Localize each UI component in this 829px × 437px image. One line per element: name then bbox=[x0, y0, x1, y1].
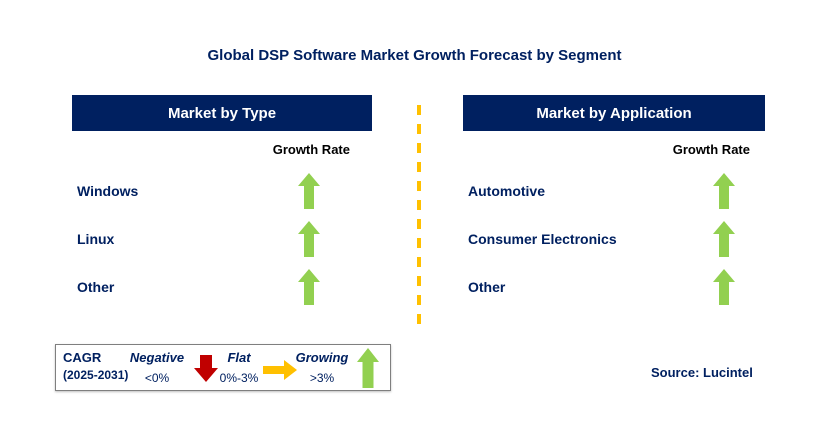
panel-header-market-by-type: Market by Type bbox=[72, 95, 372, 131]
segment-row-other-type: Other bbox=[72, 267, 372, 307]
growth-rate-label: Growth Rate bbox=[672, 142, 750, 157]
growth-up-arrow-icon bbox=[713, 173, 735, 209]
segment-row-automotive: Automotive bbox=[463, 171, 765, 211]
growth-up-arrow-icon bbox=[713, 269, 735, 305]
legend-negative-label: Negative bbox=[129, 350, 185, 365]
segment-row-windows: Windows bbox=[72, 171, 372, 211]
legend-cagr-period: (2025-2031) bbox=[63, 368, 129, 382]
legend-negative-range: <0% bbox=[144, 371, 170, 385]
legend-flat-label: Flat bbox=[227, 350, 251, 365]
right-arrow-icon bbox=[263, 360, 297, 380]
growth-up-arrow-icon bbox=[298, 221, 320, 257]
panel-market-by-type: Market by Type Growth Rate Windows Linux… bbox=[72, 95, 372, 325]
growth-rate-label: Growth Rate bbox=[272, 142, 350, 157]
segment-label: Automotive bbox=[468, 183, 545, 199]
segment-label: Other bbox=[468, 279, 506, 295]
segment-row-other-application: Other bbox=[463, 267, 765, 307]
legend-growing-label: Growing bbox=[295, 350, 349, 365]
growth-up-arrow-icon bbox=[298, 173, 320, 209]
segment-label: Consumer Electronics bbox=[468, 231, 617, 247]
up-arrow-icon bbox=[357, 348, 379, 388]
segment-label: Windows bbox=[77, 183, 139, 199]
dashed-divider-line bbox=[417, 105, 421, 330]
segment-label: Linux bbox=[77, 231, 115, 247]
legend-growing-range: >3% bbox=[309, 371, 335, 385]
source-text: Source: Lucintel bbox=[651, 365, 753, 380]
growth-up-arrow-icon bbox=[298, 269, 320, 305]
segment-label: Other bbox=[77, 279, 115, 295]
panel-market-by-application: Market by Application Growth Rate Automo… bbox=[463, 95, 765, 325]
legend-item-flat: Flat 0%-3% bbox=[208, 350, 270, 385]
segment-row-consumer-electronics: Consumer Electronics bbox=[463, 219, 765, 259]
legend-item-growing: Growing >3% bbox=[290, 350, 354, 385]
legend-cagr-title: CAGR bbox=[63, 350, 102, 365]
page-title: Global DSP Software Market Growth Foreca… bbox=[207, 47, 622, 64]
growth-up-arrow-icon bbox=[713, 221, 735, 257]
legend-cagr: CAGR (2025-2031) bbox=[63, 350, 128, 382]
legend-item-negative: Negative <0% bbox=[126, 350, 188, 385]
legend-flat-range: 0%-3% bbox=[219, 371, 259, 385]
down-arrow-icon bbox=[194, 355, 218, 382]
segment-row-linux: Linux bbox=[72, 219, 372, 259]
panel-header-market-by-application: Market by Application bbox=[463, 95, 765, 131]
cagr-legend-box: CAGR (2025-2031) Negative <0% Flat 0%-3%… bbox=[55, 344, 391, 391]
